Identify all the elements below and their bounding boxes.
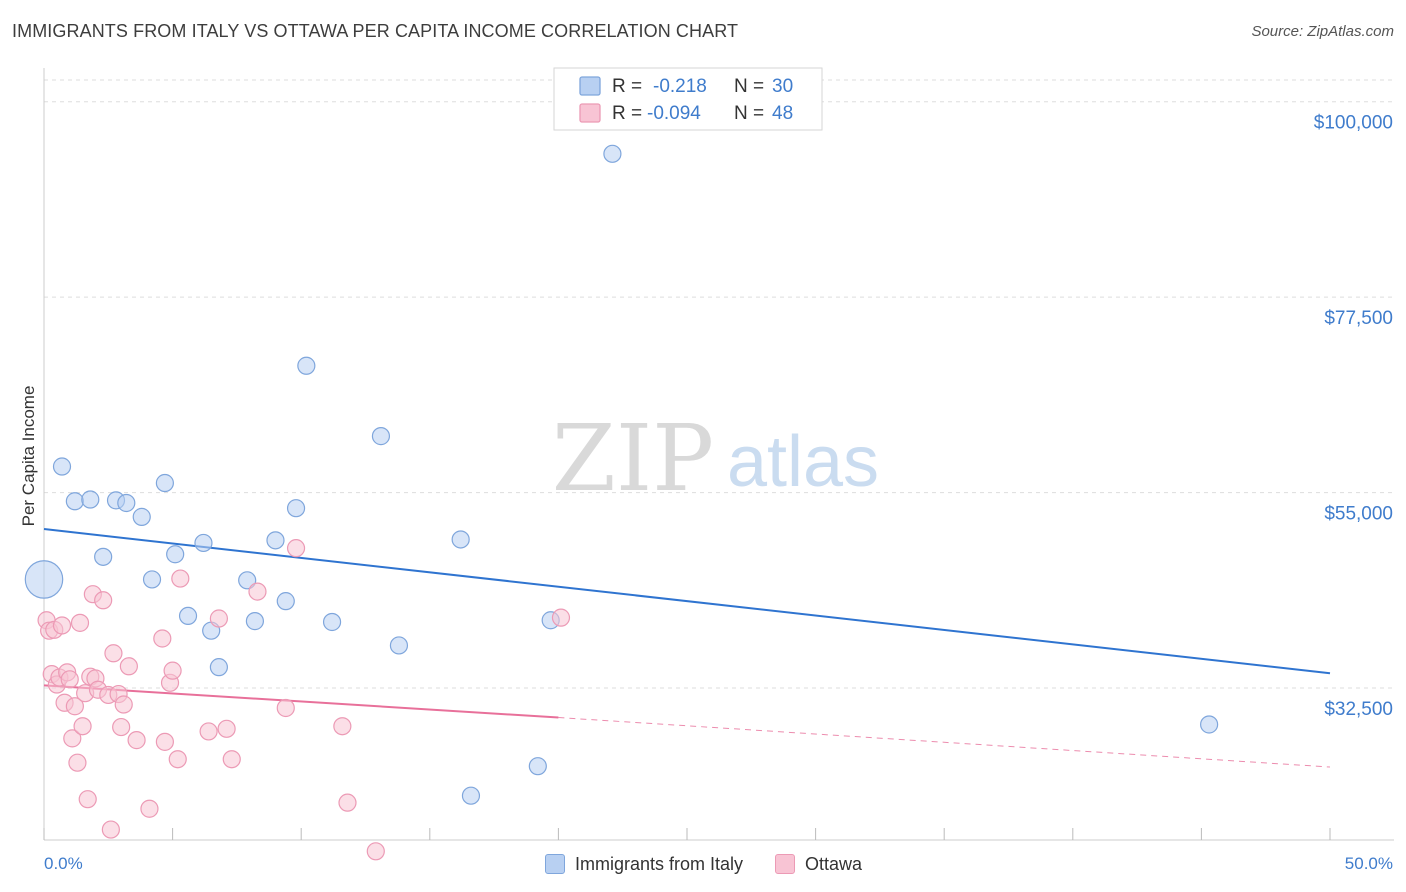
data-point-italy: [178, 606, 198, 626]
data-point-ottawa: [333, 717, 352, 736]
chart-title: IMMIGRANTS FROM ITALY VS OTTAWA PER CAPI…: [12, 21, 739, 41]
y-tick-label: $55,000: [1324, 504, 1393, 525]
data-point-ottawa: [52, 616, 72, 635]
data-point-ottawa: [168, 750, 187, 769]
data-point-ottawa: [119, 657, 138, 676]
trend-line-ottawa-dashed: [558, 717, 1331, 768]
stats-n-value-blue: 30: [772, 76, 793, 97]
data-point-ottawa: [217, 719, 236, 738]
stats-n-value-pink: 48: [772, 103, 793, 124]
data-point-italy: [603, 144, 622, 163]
data-point-ottawa: [101, 820, 120, 839]
data-point-italy: [52, 457, 72, 476]
data-point-ottawa: [68, 753, 87, 772]
data-point-ottawa: [209, 609, 228, 628]
data-point-italy: [1200, 715, 1219, 734]
stats-r-label-blue: R =: [612, 76, 642, 97]
data-point-italy: [371, 427, 391, 446]
data-point-italy: [194, 533, 213, 553]
stats-swatch-blue: [579, 76, 601, 96]
x-tick-label-min: 0.0%: [44, 854, 83, 873]
y-axis-label: Per Capita Income: [19, 386, 38, 527]
data-point-ottawa: [65, 697, 84, 716]
data-point-italy: [166, 545, 185, 564]
data-point-ottawa: [94, 591, 113, 610]
data-point-ottawa: [222, 750, 241, 769]
data-point-ottawa: [248, 582, 267, 601]
stats-r-label-pink: R =: [612, 103, 642, 124]
stats-r-value-blue: -0.218: [653, 76, 707, 97]
data-point-italy: [238, 571, 257, 590]
stats-n-label-blue: N =: [734, 76, 764, 97]
data-point-ottawa: [276, 698, 295, 718]
data-point-italy: [117, 493, 136, 513]
x-tick-label-max: 50.0%: [1345, 854, 1393, 873]
data-point-italy: [209, 658, 228, 677]
watermark-atlas: atlas: [727, 422, 879, 502]
data-point-ottawa: [127, 731, 146, 750]
source-label: Source: ZipAtlas.com: [1251, 23, 1394, 40]
data-point-italy: [461, 786, 481, 805]
y-tick-label: $100,000: [1314, 113, 1393, 134]
watermark-zip: ZIP: [552, 405, 714, 512]
y-tick-label: $77,500: [1324, 308, 1393, 329]
data-point-ottawa: [73, 717, 92, 736]
data-point-italy: [297, 356, 316, 375]
data-point-ottawa: [366, 842, 385, 861]
legend-item-italy[interactable]: Immigrants from Italy: [545, 854, 743, 875]
data-point-italy: [142, 570, 162, 589]
data-point-ottawa: [338, 793, 357, 812]
stats-legend: R = -0.218 N = 30 R = -0.094 N = 48: [553, 67, 823, 131]
data-point-italy: [245, 612, 265, 631]
trend-line-italy: [43, 528, 1331, 675]
data-point-italy: [286, 499, 306, 518]
data-point-ottawa: [70, 613, 90, 632]
data-point-italy: [451, 530, 470, 549]
data-point-italy: [322, 612, 342, 632]
data-point-ottawa: [199, 722, 218, 741]
data-point-italy: [132, 507, 151, 526]
data-point-ottawa: [171, 569, 190, 588]
y-tick-label: $32,500: [1324, 699, 1393, 720]
data-point-ottawa: [63, 729, 82, 748]
stats-r-value-pink: -0.094: [647, 103, 701, 124]
watermark: ZIP atlas: [552, 405, 879, 512]
data-point-ottawa: [551, 608, 571, 627]
data-point-italy: [65, 492, 84, 511]
data-point-ottawa: [60, 670, 79, 689]
data-point-ottawa: [153, 629, 172, 648]
series-legend: Immigrants from Italy Ottawa: [545, 852, 884, 876]
legend-label-italy: Immigrants from Italy: [575, 853, 744, 874]
data-point-italy: [24, 560, 64, 599]
legend-swatch-ottawa: [775, 854, 796, 874]
data-point-ottawa: [112, 717, 131, 737]
data-point-italy: [528, 757, 547, 776]
stats-n-label-pink: N =: [734, 103, 764, 124]
data-point-ottawa: [104, 644, 123, 663]
data-point-ottawa: [114, 695, 133, 714]
trend-line-ottawa: [43, 684, 559, 719]
data-point-italy: [266, 531, 285, 550]
data-point-italy: [276, 592, 295, 611]
data-point-italy: [94, 547, 113, 566]
data-point-ottawa: [78, 790, 97, 809]
legend-label-ottawa: Ottawa: [805, 853, 863, 874]
data-point-ottawa: [163, 661, 182, 680]
stats-swatch-pink: [579, 103, 601, 123]
data-point-ottawa: [286, 539, 306, 558]
legend-item-ottawa[interactable]: Ottawa: [775, 854, 862, 875]
data-point-italy: [155, 473, 174, 493]
data-point-italy: [389, 636, 409, 655]
data-point-ottawa: [140, 799, 159, 818]
data-point-italy: [81, 490, 100, 509]
legend-swatch-italy: [545, 854, 565, 874]
data-point-ottawa: [155, 732, 174, 751]
